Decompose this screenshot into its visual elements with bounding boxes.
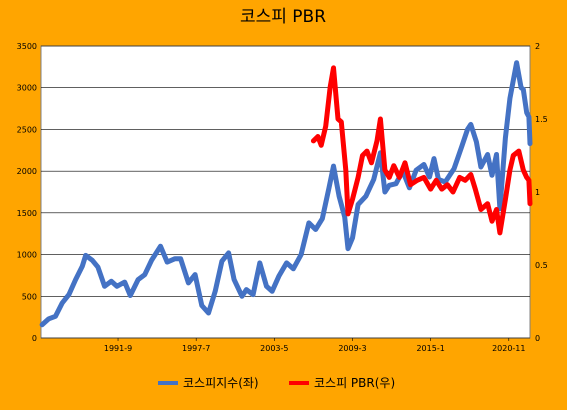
y-left-tick-label: 2000 [17,167,37,176]
x-tick-label: 1991-9 [104,344,132,353]
chart-title: 코스피 PBR [240,7,326,27]
y-left-tick-label: 3000 [17,84,37,93]
legend-label-kospi-pbr: 코스피 PBR(우) [314,376,395,390]
y-left-tick-label: 3500 [17,42,37,51]
legend: 코스피지수(좌) 코스피 PBR(우) [158,376,395,390]
y-left-tick-label: 1000 [17,251,37,260]
axes: 0 500 1000 1500 2000 2500 3000 3500 0 0.5 1 1.5 2 199… [17,42,548,353]
legend-label-kospi-index: 코스피지수(좌) [183,376,259,390]
x-tick-label: 2003-5 [260,344,288,353]
series-line-kospi-index [39,60,533,328]
y-right-tick-label: 0 [535,334,540,343]
series-layer [39,60,533,328]
x-tick-label: 1997-7 [182,344,210,353]
y-left-tick-label: 0 [32,334,37,343]
y-left-tick-label: 500 [22,292,37,301]
y-right-tick-label: 2 [535,42,540,51]
x-tick-label: 2009-3 [338,344,366,353]
x-tick-label: 2020-11 [492,344,525,353]
y-right-tick-label: 1 [535,188,540,197]
y-left-tick-label: 2500 [17,125,37,134]
series-line-kospi-pbr [310,65,533,236]
y-left-tick-label: 1500 [17,209,37,218]
y-right-tick-label: 0.5 [535,261,548,270]
y-right-tick-label: 1.5 [535,115,548,124]
x-tick-label: 2015-1 [416,344,444,353]
gridlines [41,45,530,339]
plot-area [40,45,531,339]
